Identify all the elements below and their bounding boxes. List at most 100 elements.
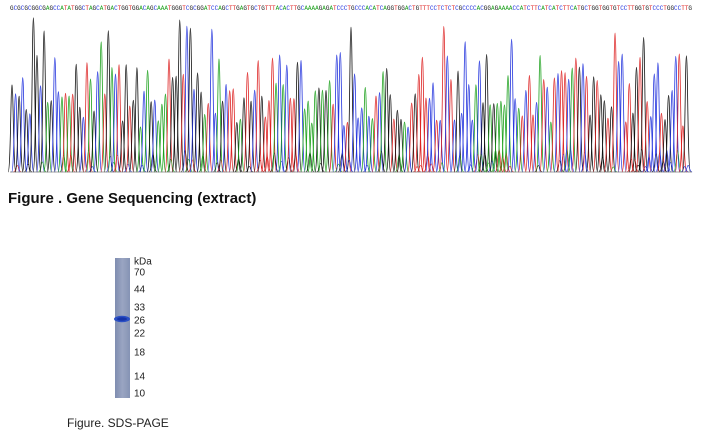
trace-peak — [496, 100, 506, 173]
trace-peak — [232, 122, 242, 173]
trace-peak — [250, 89, 259, 173]
trace-peak — [464, 84, 474, 173]
trace-peak — [32, 54, 42, 173]
trace-peak — [325, 80, 334, 173]
trace-noise — [641, 166, 650, 173]
trace-peak — [439, 26, 449, 173]
trace-noise — [24, 163, 33, 173]
trace-peak — [268, 57, 277, 173]
trace-peak — [457, 112, 466, 173]
trace-peak — [214, 58, 224, 173]
trace-peak — [203, 102, 213, 173]
trace-peak — [236, 118, 245, 173]
gel-lane — [115, 258, 130, 398]
unit-label: kDa — [134, 257, 152, 268]
trace-peak — [596, 94, 606, 173]
trace-peak — [553, 73, 563, 173]
trace-peak — [318, 89, 327, 173]
trace-noise — [666, 162, 675, 173]
trace-peak — [264, 100, 274, 173]
trace-peak — [528, 114, 538, 173]
trace-peak — [18, 77, 28, 173]
marker-label: 70 — [134, 268, 146, 279]
trace-peak — [207, 28, 217, 173]
trace-peak — [257, 95, 267, 173]
trace-peak — [164, 58, 174, 173]
marker-label: 14 — [134, 372, 146, 383]
trace-peak — [471, 84, 481, 173]
trace-peak — [607, 106, 616, 173]
trace-noise — [634, 164, 643, 173]
trace-peak — [589, 76, 598, 173]
trace-peak — [575, 66, 584, 173]
trace-peak — [146, 101, 156, 173]
trace-peak — [310, 90, 320, 173]
trace-peak — [646, 116, 656, 173]
trace-peak — [517, 115, 527, 173]
trace-noise — [673, 149, 682, 173]
trace-peak — [400, 121, 409, 173]
trace-peak — [671, 55, 681, 173]
trace-peak — [567, 67, 577, 173]
trace-peak — [642, 101, 652, 173]
marker-label: 44 — [134, 285, 146, 296]
chromatogram — [7, 17, 693, 173]
trace-peak — [111, 73, 120, 173]
trace-peak — [143, 69, 152, 173]
trace-peak — [307, 122, 317, 173]
trace-peak — [239, 97, 249, 173]
trace-peak — [86, 78, 95, 173]
trace-peak — [50, 57, 60, 173]
trace-peak — [221, 83, 231, 173]
trace-peak — [193, 72, 202, 173]
trace-peak — [600, 100, 609, 173]
trace-peak — [153, 120, 163, 173]
trace-peak — [211, 112, 220, 173]
trace-peak — [368, 118, 377, 173]
trace-peak — [557, 70, 566, 173]
trace-peak — [36, 85, 45, 173]
trace-peak — [129, 99, 138, 173]
trace-peak — [157, 103, 167, 173]
trace-peak — [282, 64, 292, 173]
trace-peak — [500, 104, 509, 173]
trace-peak — [104, 30, 113, 173]
trace-noise — [534, 165, 543, 173]
trace-peak — [385, 94, 395, 173]
trace-noise — [466, 164, 475, 173]
trace-peak — [246, 100, 256, 173]
trace-peak — [171, 75, 181, 173]
trace-peak — [564, 78, 573, 173]
trace-peak — [521, 89, 531, 173]
trace-peak — [353, 117, 363, 173]
trace-peak — [278, 84, 288, 173]
trace-peak — [603, 117, 613, 173]
trace-peak — [610, 32, 620, 173]
trace-peak — [360, 86, 370, 173]
gel-caption: Figure. SDS-PAGE — [67, 416, 169, 430]
trace-peak — [535, 55, 545, 173]
trace-noise — [138, 165, 147, 173]
trace-peak — [328, 103, 338, 173]
trace-peak — [71, 63, 81, 173]
trace-peak — [378, 71, 388, 173]
trace-peak — [75, 106, 85, 173]
trace-peak — [150, 99, 160, 173]
trace-peak — [275, 54, 284, 173]
trace-peak — [139, 90, 149, 173]
trace-noise — [684, 164, 693, 173]
trace-peak — [542, 86, 552, 173]
trace-peak — [514, 107, 524, 173]
trace-peak — [21, 108, 31, 173]
trace-peak — [382, 67, 392, 173]
trace-noise — [680, 166, 689, 173]
trace-peak — [332, 54, 342, 173]
trace-peak — [432, 119, 441, 173]
trace-peak — [289, 98, 299, 173]
trace-noise — [413, 166, 422, 173]
trace-peak — [161, 93, 170, 173]
trace-peak — [632, 66, 641, 173]
trace-peak — [100, 93, 110, 173]
trace-peak — [46, 100, 56, 173]
